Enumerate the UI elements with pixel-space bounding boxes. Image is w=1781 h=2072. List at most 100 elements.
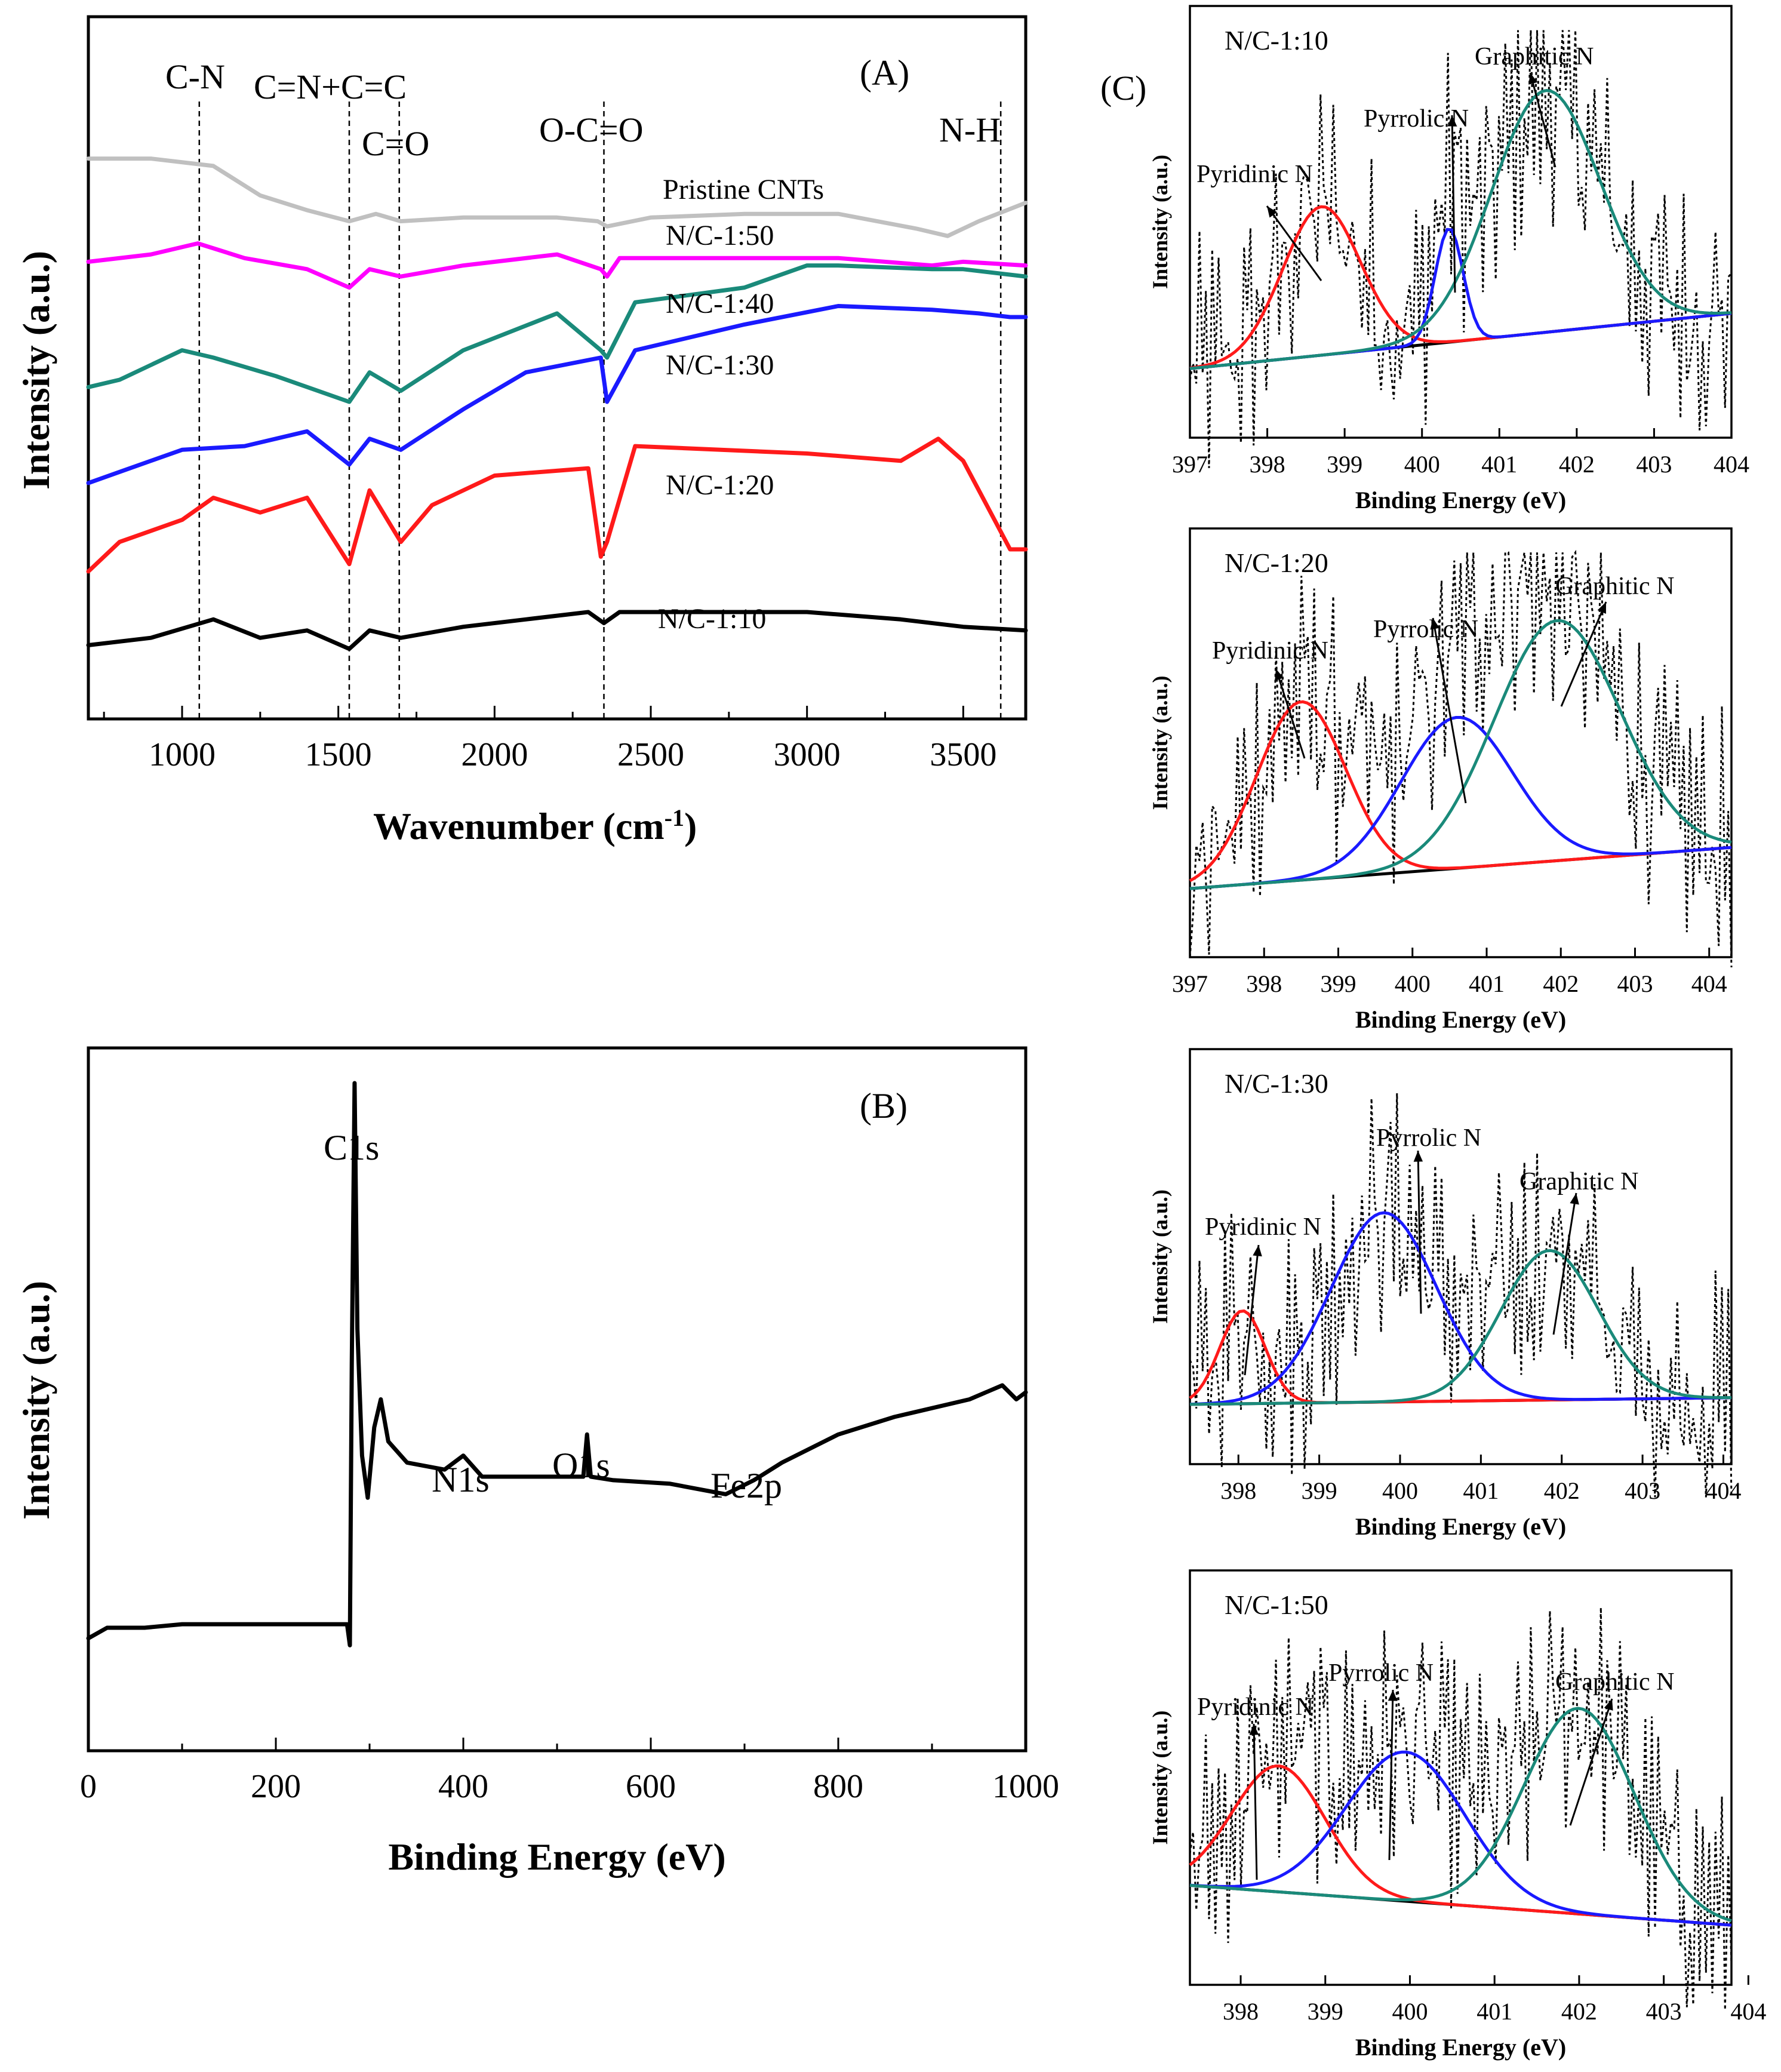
subplot-n-c-1-10: 397 398 399 400 401 402 403 404 N/C-1:10 Binding …	[1148, 5, 1749, 514]
x-tick-label-400: 400	[438, 1768, 488, 1805]
raw-data-trace	[1189, 30, 1733, 468]
panel-a-frame	[87, 15, 1028, 721]
x-tick-label-401: 401	[1477, 1998, 1512, 2025]
x-tick-label-400: 400	[1404, 451, 1440, 478]
arrow-pyrrolic-n	[1417, 1150, 1422, 1314]
label-pyrrolic-n: Pyrrolic N	[1328, 1659, 1434, 1687]
panel-b-x-axis-label: Binding Energy (eV)	[388, 1836, 725, 1878]
arrowhead	[1447, 115, 1457, 127]
annotation-c-n: C-N	[165, 57, 225, 96]
arrowhead	[1253, 1245, 1262, 1257]
raw-data-trace	[1189, 1093, 1733, 1498]
annotation-n-h: N-H	[939, 110, 1001, 149]
x-tick-label-403: 403	[1646, 1998, 1682, 2025]
x-tick-label-398: 398	[1220, 1477, 1256, 1504]
annotation-o-c-o: O-C=O	[539, 110, 643, 149]
annotation-c-o: C=O	[362, 124, 429, 163]
x-tick-label-399: 399	[1320, 970, 1356, 997]
fit-graphitic-n	[1189, 619, 1732, 890]
arrowhead	[1249, 1724, 1259, 1735]
x-tick-label-401: 401	[1463, 1477, 1499, 1504]
x-tick-label-397: 397	[1172, 451, 1208, 478]
panel-b-frame	[87, 1046, 1028, 1753]
panel-a-ftir-chart: 1000 1500 2000 2500 3000 3500 (A) C-N C=N+C=C…	[15, 15, 1028, 848]
label-pyrrolic-n: Pyrrolic N	[1373, 616, 1478, 643]
x-tick-label-2000: 2000	[461, 736, 528, 773]
x-tick-label-403: 403	[1625, 1477, 1660, 1504]
series-n-c-1-40	[86, 263, 1028, 404]
label-graphitic-n: Graphitic N	[1475, 43, 1594, 70]
arrowhead	[1388, 1690, 1398, 1701]
x-tick-label-398: 398	[1250, 451, 1285, 478]
peak-label-o1s: O1s	[552, 1446, 610, 1485]
subplot-title: N/C-1:30	[1225, 1068, 1328, 1099]
x-tick-label-403: 403	[1636, 451, 1672, 478]
series-label-1-50: N/C-1:50	[666, 220, 774, 251]
series-survey	[86, 1081, 1028, 1647]
panel-b-y-axis-label: Intensity (a.u.)	[15, 1281, 57, 1520]
arrow-pyridinic-n	[1244, 1244, 1260, 1376]
x-tick-label-398: 398	[1246, 970, 1282, 997]
x-tick-label-404: 404	[1691, 970, 1727, 997]
subplot-title: N/C-1:10	[1225, 25, 1328, 56]
x-tick-label-401: 401	[1469, 970, 1505, 997]
fit-graphitic-n	[1189, 1249, 1731, 1406]
panel-a-tag: (A)	[860, 53, 909, 93]
arrowhead	[1275, 669, 1284, 681]
x-tick-label-399: 399	[1308, 1998, 1343, 2025]
x-tick-label-404: 404	[1714, 451, 1749, 478]
x-tick-label-400: 400	[1395, 970, 1431, 997]
x-tick-label-800: 800	[813, 1768, 863, 1805]
label-pyridinic-n: Pyridinic N	[1196, 161, 1313, 188]
panel-a-series-group	[86, 156, 1028, 651]
x-tick-label-1000: 1000	[149, 736, 216, 773]
fit-pyrrolic-n	[1189, 1211, 1732, 1406]
subplot-frame	[1189, 527, 1733, 958]
series-pristine-cnts	[86, 156, 1028, 238]
label-graphitic-n: Graphitic N	[1555, 573, 1674, 600]
series-label-1-20: N/C-1:20	[666, 469, 774, 501]
fit-graphitic-n	[1189, 1707, 1732, 1922]
x-tick-label-400: 400	[1382, 1477, 1418, 1504]
x-tick-label-404: 404	[1730, 1998, 1766, 2025]
panel-c-xps-n1s-charts: 397 398 399 400 401 402 403 404 N/C-1:10 Binding …	[1148, 5, 1766, 2061]
arrow-graphitic-n	[1560, 601, 1607, 707]
x-tick-label-3000: 3000	[774, 736, 841, 773]
series-n-c-1-20	[86, 436, 1028, 574]
series-label-1-40: N/C-1:40	[666, 288, 774, 319]
x-tick-label-402: 402	[1559, 451, 1595, 478]
arrow-graphitic-n	[1569, 1698, 1613, 1826]
panel-a-x-axis-label: Wavenumber (cm-1)	[373, 804, 697, 848]
series-n-c-1-30	[86, 304, 1028, 485]
x-tick-label-401: 401	[1481, 451, 1517, 478]
panel-b-tag: (B)	[860, 1086, 908, 1126]
panel-b-series-group	[86, 1081, 1028, 1647]
label-pyrrolic-n: Pyrrolic N	[1376, 1124, 1481, 1152]
series-label-1-30: N/C-1:30	[666, 349, 774, 381]
arrowhead	[1528, 73, 1538, 85]
subplot-n-c-1-20: 397 398 399 400 401 402 403 404 N/C-1:20 Binding …	[1148, 527, 1733, 1033]
arrowhead	[1430, 618, 1439, 630]
subplot-title: N/C-1:50	[1225, 1590, 1328, 1620]
x-tick-label-1500: 1500	[305, 736, 372, 773]
subplot-x-axis-label: Binding Energy (eV)	[1355, 1513, 1566, 1540]
x-tick-label-3500: 3500	[930, 736, 996, 773]
subplot-x-axis-label: Binding Energy (eV)	[1355, 2034, 1566, 2061]
arrow-graphitic-n	[1529, 72, 1557, 168]
x-tick-label-402: 402	[1561, 1998, 1597, 2025]
subplot-frame	[1189, 1048, 1733, 1465]
x-tick-label-399: 399	[1327, 451, 1362, 478]
fit-pyrrolic-n	[1189, 1750, 1732, 1927]
subplot-frame	[1189, 1569, 1733, 1986]
annotation-cn-cc: C=N+C=C	[254, 67, 407, 106]
panel-a-x-ticks: 1000 1500 2000 2500 3000 3500	[103, 706, 996, 773]
subplot-y-axis-label: Intensity (a.u.)	[1148, 1189, 1172, 1324]
label-pyridinic-n: Pyridinic N	[1197, 1693, 1314, 1721]
peak-label-fe2p: Fe2p	[710, 1466, 782, 1505]
arrow-pyridinic-n	[1266, 205, 1322, 281]
subplot-title: N/C-1:20	[1225, 548, 1328, 578]
fit-pyridinic-n	[1189, 1764, 1732, 1927]
arrow-pyridinic-n	[1275, 668, 1306, 759]
peak-label-n1s: N1s	[432, 1460, 490, 1499]
